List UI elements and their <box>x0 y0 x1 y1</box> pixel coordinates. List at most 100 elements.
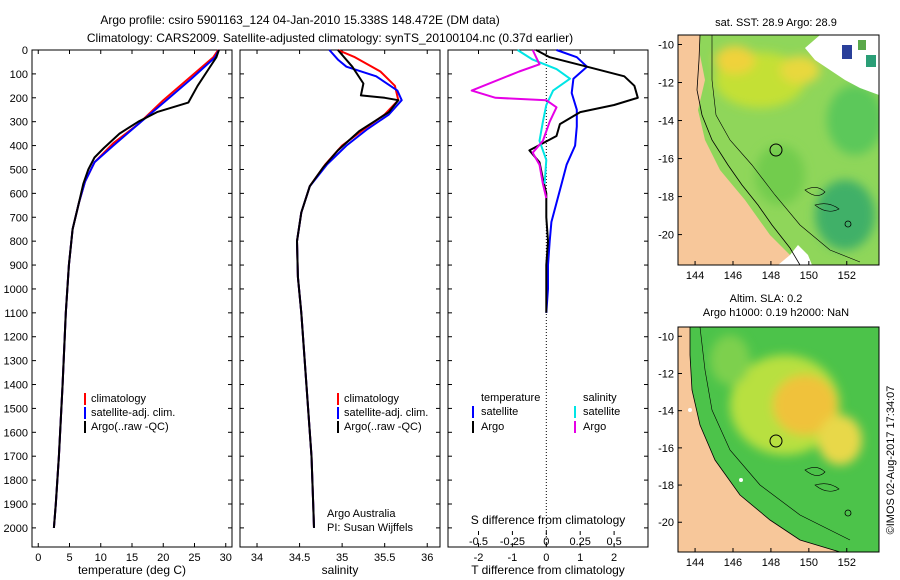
legend-climatology: climatology <box>91 393 147 405</box>
depth-tick-label: 1200 <box>4 332 28 344</box>
salinity-diff-label: S difference from climatology <box>471 513 626 527</box>
coastline <box>696 35 801 265</box>
lat-tick-label: -16 <box>658 154 674 166</box>
lon-tick-label: 148 <box>762 270 780 282</box>
legend-sal-argo: Argo <box>583 421 606 433</box>
lon-tick-label: 146 <box>724 270 742 282</box>
legend-argo: Argo(..raw -QC) <box>91 421 169 433</box>
depth-tick-label: 100 <box>10 69 28 81</box>
difference-legend: temperature salinity satellite Argo sate… <box>472 392 620 433</box>
cold-pixel <box>866 55 876 67</box>
lat-tick-label: -12 <box>658 78 674 90</box>
x-tick-label: 0 <box>35 552 41 564</box>
lon-tick-label: 144 <box>686 270 704 282</box>
lon-tick-label: 148 <box>762 557 780 569</box>
series-climatology <box>52 49 220 528</box>
s-tick-label: 0 <box>543 536 549 548</box>
series-argo-raw-qc- <box>52 49 220 528</box>
lat-tick-label: -10 <box>658 40 674 52</box>
lat-tick-label: -14 <box>658 116 674 128</box>
s-tick-label: 0.5 <box>606 536 621 548</box>
argo-position-marker <box>769 143 783 157</box>
depth-tick-label: 300 <box>10 117 28 129</box>
s-tick-label: 0.25 <box>569 536 590 548</box>
x-tick-label: 10 <box>95 552 107 564</box>
x-tick-label: 34.5 <box>289 552 310 564</box>
annotation-line-2: PI: Susan Wijffels <box>327 522 413 534</box>
sst-map <box>678 35 879 265</box>
title-line-1: Argo profile: csiro 5901163_124 04-Jan-2… <box>100 13 499 27</box>
series-satellite-adj-clim- <box>296 49 403 528</box>
x-tick-label: 1 <box>577 552 583 564</box>
temperature-xlabel: temperature (deg C) <box>78 563 186 577</box>
legend-argo: Argo(..raw -QC) <box>344 421 422 433</box>
argo-position-marker <box>769 434 783 448</box>
depth-tick-label: 1100 <box>4 308 28 320</box>
x-tick-label: 2 <box>611 552 617 564</box>
series-temperature-argo <box>528 49 639 313</box>
lon-tick-label: 150 <box>800 557 818 569</box>
depth-tick-label: 800 <box>10 236 28 248</box>
legend-satellite: satellite-adj. clim. <box>91 407 175 419</box>
depth-tick-label: 1400 <box>4 380 28 392</box>
depth-tick-label: 1700 <box>4 451 28 463</box>
legend-title-temperature: temperature <box>481 392 540 404</box>
reef-contour <box>804 187 840 212</box>
salinity-axes <box>239 49 441 548</box>
cold-pixel <box>842 45 852 59</box>
x-tick-label: 30 <box>220 552 232 564</box>
salinity-legend: climatology satellite-adj. clim. Argo(..… <box>327 393 428 534</box>
x-tick-label: 25 <box>188 552 200 564</box>
cloud-mask <box>778 245 812 265</box>
depth-tick-label: 1000 <box>4 284 28 296</box>
lat-tick-label: -16 <box>658 443 674 455</box>
depth-tick-label: 1600 <box>4 427 28 439</box>
cold-pixel <box>858 40 866 50</box>
salinity-xlabel: salinity <box>322 563 359 577</box>
temperature-legend: climatology satellite-adj. clim. Argo(..… <box>84 393 175 433</box>
sst-map-title: sat. SST: 28.9 Argo: 28.9 <box>715 17 837 29</box>
island-marker <box>688 408 692 412</box>
series-temperature-satellite <box>545 49 588 313</box>
series-satellite-adj-clim- <box>52 49 220 528</box>
x-tick-label: -1 <box>508 552 518 564</box>
title-line-2: Climatology: CARS2009. Satellite-adjuste… <box>87 31 573 45</box>
depth-tick-label: 2000 <box>4 523 28 535</box>
depth-tick-label: 1300 <box>4 356 28 368</box>
x-tick-label: 0 <box>543 552 549 564</box>
series-salinity-satellite <box>516 49 571 184</box>
lat-tick-label: -18 <box>658 480 674 492</box>
depth-tick-label: 900 <box>10 260 28 272</box>
legend-satellite: satellite-adj. clim. <box>344 407 428 419</box>
depth-tick-label: 0 <box>22 45 28 57</box>
sla-map <box>678 327 879 552</box>
legend-title-salinity: salinity <box>583 392 617 404</box>
s-tick-label: -0.25 <box>500 536 525 548</box>
x-tick-label: 34 <box>251 552 263 564</box>
depth-tick-label: 1900 <box>4 499 28 511</box>
isobath <box>699 327 851 541</box>
depth-tick-label: 200 <box>10 93 28 105</box>
sst-map-frame <box>677 34 880 266</box>
x-tick-label: 35.5 <box>374 552 395 564</box>
depth-tick-label: 600 <box>10 188 28 200</box>
sla-map-frame <box>677 326 880 553</box>
x-tick-label: 15 <box>126 552 138 564</box>
series-salinity-argo <box>470 49 558 199</box>
x-tick-label: 35 <box>336 552 348 564</box>
difference-xlabel: T difference from climatology <box>471 563 625 577</box>
lon-tick-label: 152 <box>838 557 856 569</box>
depth-tick-label: 700 <box>10 212 28 224</box>
lon-tick-label: 144 <box>686 557 704 569</box>
lat-tick-label: -14 <box>658 406 674 418</box>
annotation-line-1: Argo Australia <box>327 508 396 520</box>
island-marker <box>739 478 743 482</box>
s-tick-label: -0.5 <box>469 536 488 548</box>
series-argo-raw-qc- <box>296 49 400 528</box>
coastline <box>689 327 841 552</box>
lat-tick-label: -12 <box>658 368 674 380</box>
reef-marker <box>844 509 852 517</box>
lat-tick-label: -20 <box>658 517 674 529</box>
x-tick-label: 5 <box>66 552 72 564</box>
